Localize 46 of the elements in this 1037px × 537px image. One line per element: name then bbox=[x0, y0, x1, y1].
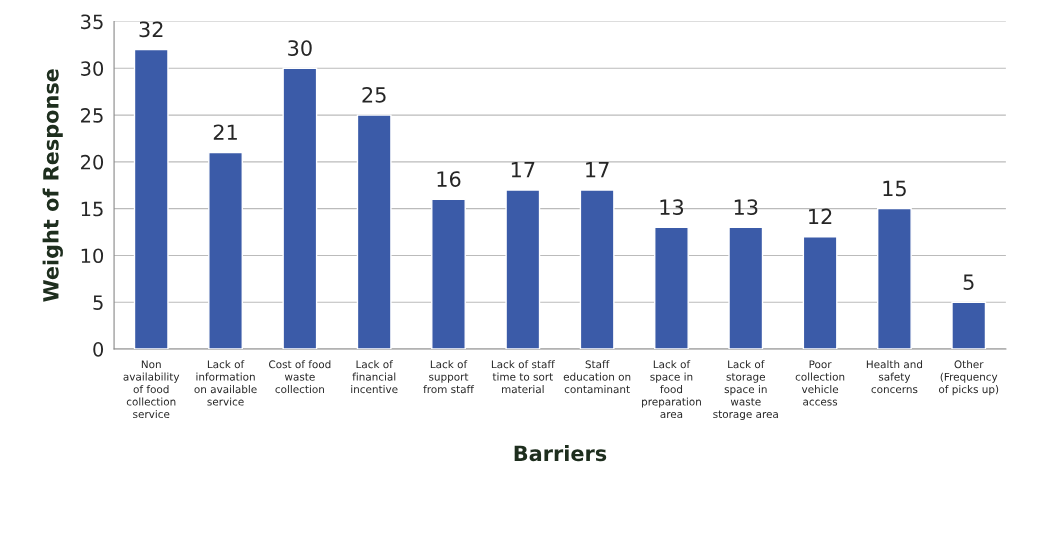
bar bbox=[356, 114, 392, 350]
y-tick-label: 35 bbox=[81, 14, 103, 30]
x-tick-label: Staff education on contaminant bbox=[563, 360, 631, 394]
bar bbox=[133, 48, 169, 350]
bar bbox=[876, 207, 912, 350]
y-tick-label: 5 bbox=[93, 295, 103, 310]
bar bbox=[282, 67, 318, 350]
data-label: 25 bbox=[362, 86, 386, 103]
x-tick-label: Other (Frequency of picks up) bbox=[938, 360, 999, 396]
y-axis-title: Weight of Response bbox=[42, 69, 63, 302]
bar bbox=[431, 198, 466, 350]
y-tick-label: 0 bbox=[93, 342, 104, 357]
x-tick-label: Lack of staff time to sort material bbox=[491, 360, 555, 394]
data-label: 15 bbox=[883, 180, 906, 197]
bar bbox=[951, 301, 987, 350]
bar bbox=[505, 189, 541, 350]
y-tick-label: 20 bbox=[81, 154, 104, 170]
x-tick-label: Lack of space in food preparation area bbox=[642, 360, 701, 419]
bar bbox=[654, 226, 689, 350]
x-tick-label: Poor collection vehicle access bbox=[795, 360, 845, 406]
bar bbox=[802, 236, 838, 350]
bar bbox=[728, 226, 764, 350]
data-label: 13 bbox=[734, 199, 758, 216]
x-axis-title: Barriers bbox=[514, 445, 607, 462]
x-tick-label: Health and safety concerns bbox=[866, 360, 923, 394]
y-tick-label: 30 bbox=[81, 61, 104, 76]
data-label: 13 bbox=[660, 199, 684, 216]
data-label: 16 bbox=[437, 171, 461, 187]
y-tick-label: 15 bbox=[81, 201, 103, 217]
x-tick-label: Lack of information on available service bbox=[194, 360, 257, 406]
data-label: 30 bbox=[288, 40, 312, 56]
data-label: 17 bbox=[586, 162, 609, 178]
bar bbox=[208, 151, 243, 350]
x-tick-label: Non availability of food collection service bbox=[123, 360, 180, 419]
x-tick-label: Cost of food waste collection bbox=[269, 360, 331, 394]
y-tick-label: 25 bbox=[81, 108, 103, 123]
x-tick-label: Lack of storage space in waste storage area bbox=[713, 360, 778, 421]
data-label: 5 bbox=[963, 274, 974, 290]
data-label: 17 bbox=[511, 162, 535, 178]
data-label: 32 bbox=[139, 21, 163, 38]
x-tick-label: Lack of support from staff bbox=[423, 360, 475, 394]
bar bbox=[579, 189, 615, 350]
x-tick-label: Lack of financial incentive bbox=[351, 360, 398, 394]
data-label: 12 bbox=[809, 208, 832, 225]
y-tick-label: 10 bbox=[81, 248, 104, 264]
data-label: 21 bbox=[213, 124, 237, 140]
